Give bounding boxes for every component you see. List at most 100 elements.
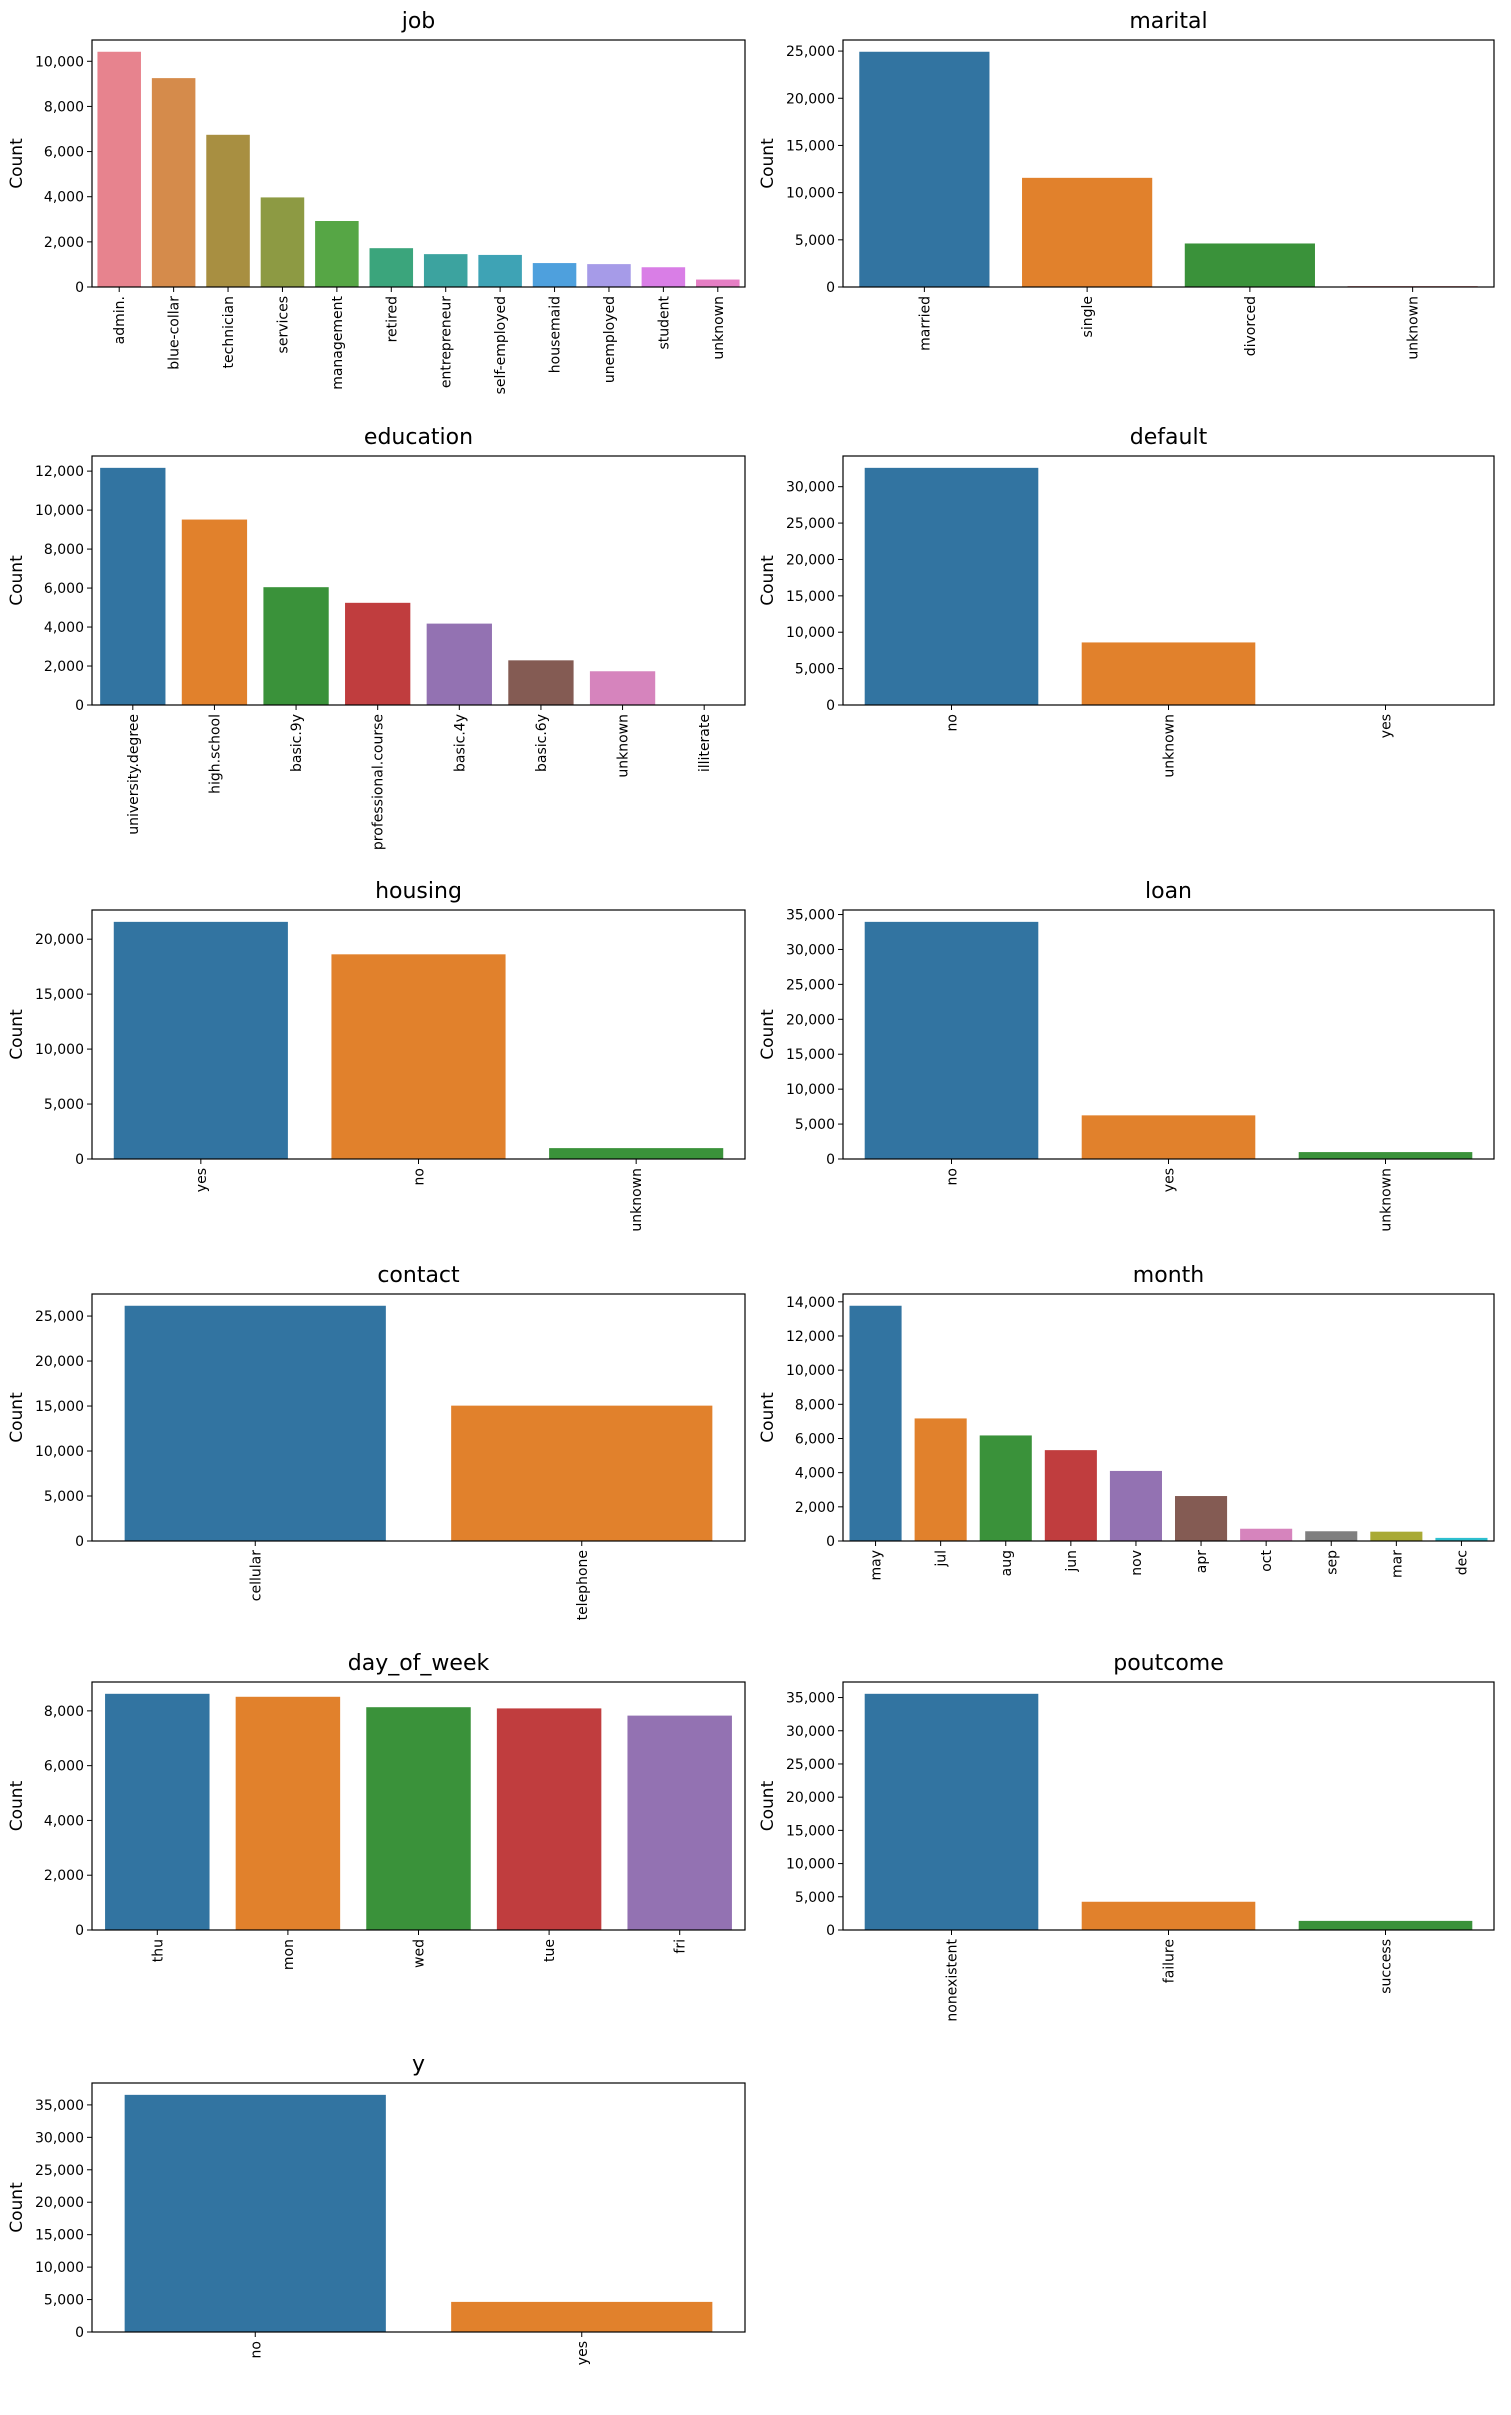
x-tick-label: divorced [1243,296,1259,356]
y-tick-label: 10,000 [786,186,835,202]
bar [427,624,492,705]
y-tick-label: 20,000 [35,2195,84,2211]
x-tick-label: jun [1064,1550,1080,1573]
y-tick-label: 4,000 [795,1466,835,1482]
bar [345,603,410,705]
x-tick-label: yes [1162,1168,1178,1192]
bar [1370,1532,1422,1541]
y-tick-label: 0 [75,1534,84,1550]
x-tick-label: no [945,714,961,731]
bar [980,1435,1032,1541]
y-tick-label: 10,000 [35,1444,84,1460]
x-tick-label: unknown [616,714,632,778]
bar-chart: maritalCount05,00010,00015,00020,00025,0… [758,9,1494,360]
y-axis-label: Count [7,1392,27,1443]
y-tick-label: 5,000 [44,1489,84,1505]
y-tick-label: 30,000 [35,2130,84,2146]
chart-title: y [412,2052,425,2077]
bar [915,1418,967,1541]
bar [497,1708,601,1930]
x-tick-label: self-employed [493,296,509,394]
bar [152,78,196,287]
bar [533,263,577,287]
x-tick-label: unknown [629,1168,645,1232]
y-tick-label: 12,000 [786,1329,835,1345]
x-tick-label: yes [575,2341,591,2365]
bar [1299,1921,1473,1930]
x-tick-label: fri [673,1939,689,1954]
x-tick-label: sep [1324,1550,1340,1575]
x-tick-label: yes [194,1168,210,1192]
x-tick-label: mar [1389,1550,1405,1578]
y-tick-label: 5,000 [795,233,835,249]
y-axis-label: Count [7,1780,27,1831]
bar [865,1694,1039,1930]
bar-chart: yCount05,00010,00015,00020,00025,00030,0… [7,2052,745,2365]
y-tick-label: 15,000 [786,1047,835,1063]
bar [1045,1450,1097,1541]
y-axis-label: Count [758,1780,778,1831]
x-tick-label: unemployed [602,296,618,383]
bar [451,1406,712,1541]
x-tick-label: no [945,1168,961,1185]
bar-chart: day_of_weekCount02,0004,0006,0008,000thu… [7,1651,745,1970]
y-tick-label: 10,000 [786,1363,835,1379]
y-tick-label: 0 [826,1534,835,1550]
chart-title: poutcome [1113,1651,1224,1676]
y-tick-label: 6,000 [44,1759,84,1775]
y-tick-label: 15,000 [786,1823,835,1839]
y-tick-label: 0 [826,1152,835,1168]
x-tick-label: single [1080,296,1096,337]
y-tick-label: 0 [75,280,84,296]
y-axis-label: Count [758,1392,778,1443]
y-tick-label: 8,000 [44,1704,84,1720]
chart-title: loan [1145,879,1192,904]
bar [1082,1902,1256,1930]
x-tick-label: nonexistent [945,1939,961,2022]
x-tick-label: dec [1454,1550,1470,1575]
x-tick-label: cellular [248,1550,264,1601]
y-tick-label: 15,000 [35,987,84,1003]
y-tick-label: 0 [826,280,835,296]
bar [206,135,250,287]
bar [696,280,740,287]
bar [100,468,165,705]
y-tick-label: 10,000 [35,1042,84,1058]
x-tick-label: professional.course [371,714,387,850]
x-tick-label: entrepreneur [439,296,455,388]
bar [1082,1115,1256,1159]
x-tick-label: basic.4y [452,714,468,772]
y-tick-label: 5,000 [795,1117,835,1133]
x-tick-label: mon [281,1939,297,1970]
y-tick-label: 2,000 [795,1500,835,1516]
y-tick-label: 20,000 [786,1790,835,1806]
x-tick-label: no [248,2341,264,2358]
y-tick-label: 20,000 [786,91,835,107]
x-tick-label: student [656,296,672,350]
y-tick-label: 15,000 [35,2228,84,2244]
y-tick-label: 8,000 [44,542,84,558]
y-tick-label: 20,000 [35,932,84,948]
x-tick-label: blue-collar [167,296,183,370]
y-tick-label: 30,000 [786,1724,835,1740]
x-tick-label: basic.9y [289,714,305,772]
bar [366,1707,470,1930]
bar [451,2302,712,2332]
y-tick-label: 14,000 [786,1295,835,1311]
bar [1305,1531,1357,1541]
y-tick-label: 4,000 [44,1813,84,1829]
bar [236,1697,340,1930]
x-tick-label: thu [150,1939,166,1962]
bar [850,1306,902,1541]
chart-title: marital [1129,9,1207,34]
bar [331,954,505,1159]
x-tick-label: services [275,296,291,353]
bar [549,1148,723,1159]
y-tick-label: 15,000 [786,138,835,154]
y-tick-label: 10,000 [786,1082,835,1098]
x-tick-label: high.school [207,714,223,794]
y-tick-label: 35,000 [786,1691,835,1707]
y-tick-label: 6,000 [44,581,84,597]
y-axis-label: Count [7,2182,27,2233]
